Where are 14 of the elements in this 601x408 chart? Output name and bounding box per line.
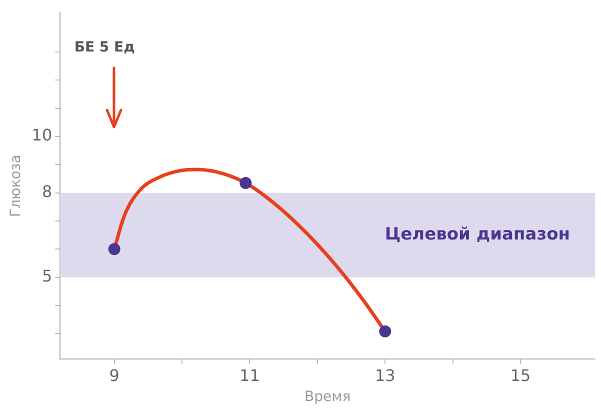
x-tick-label: 15 xyxy=(510,366,531,385)
x-tick-label: 9 xyxy=(109,366,120,385)
y-tick-label: 8 xyxy=(42,182,52,201)
x-tick-label: 13 xyxy=(374,366,396,385)
point xyxy=(108,243,120,256)
y-tick-label: 10 xyxy=(32,126,52,145)
annotation: БЕ 5 Ед xyxy=(74,40,135,56)
x-axis-title: Время xyxy=(304,389,351,406)
point xyxy=(379,325,392,338)
x-tick-label: 11 xyxy=(240,366,260,385)
y-axis-title: Глюкоза xyxy=(8,154,24,217)
y-tick-label: 5 xyxy=(42,266,52,286)
point xyxy=(240,176,252,189)
band-label: Целевой диапазон xyxy=(384,224,570,245)
